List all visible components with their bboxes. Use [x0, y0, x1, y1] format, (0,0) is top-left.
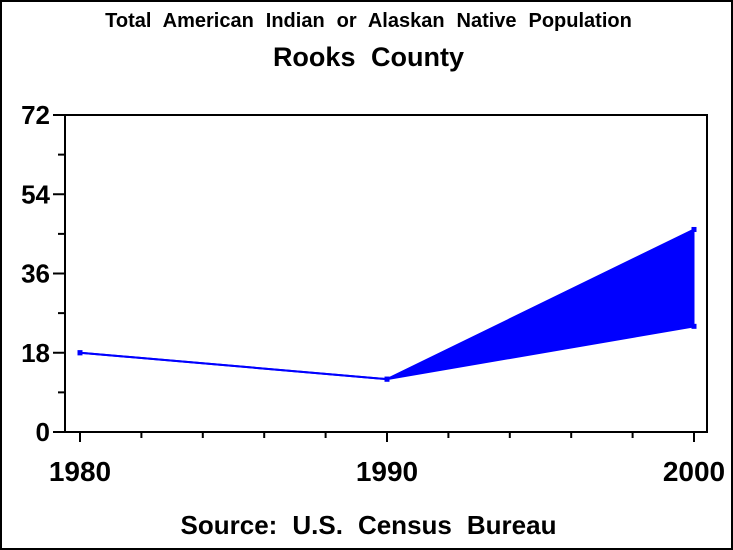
chart-title: Total American Indian or Alaskan Native …	[105, 10, 632, 32]
data-point-marker	[77, 350, 83, 356]
population-band	[79, 228, 695, 380]
x-tick-label: 1980	[49, 456, 111, 487]
data-point-marker	[384, 376, 390, 382]
data-point-marker	[691, 323, 697, 329]
y-tick-label: 54	[21, 179, 50, 209]
y-tick-label: 36	[21, 259, 50, 289]
y-tick-label: 72	[21, 100, 50, 130]
x-tick-label: 2000	[663, 456, 725, 487]
x-tick-label: 1990	[356, 456, 418, 487]
y-tick-label: 0	[36, 417, 50, 447]
source-note: Source: U.S. Census Bureau	[180, 510, 557, 540]
data-point-marker	[691, 226, 697, 232]
y-tick-label: 18	[21, 338, 50, 368]
chart-subtitle: Rooks County	[272, 42, 465, 72]
